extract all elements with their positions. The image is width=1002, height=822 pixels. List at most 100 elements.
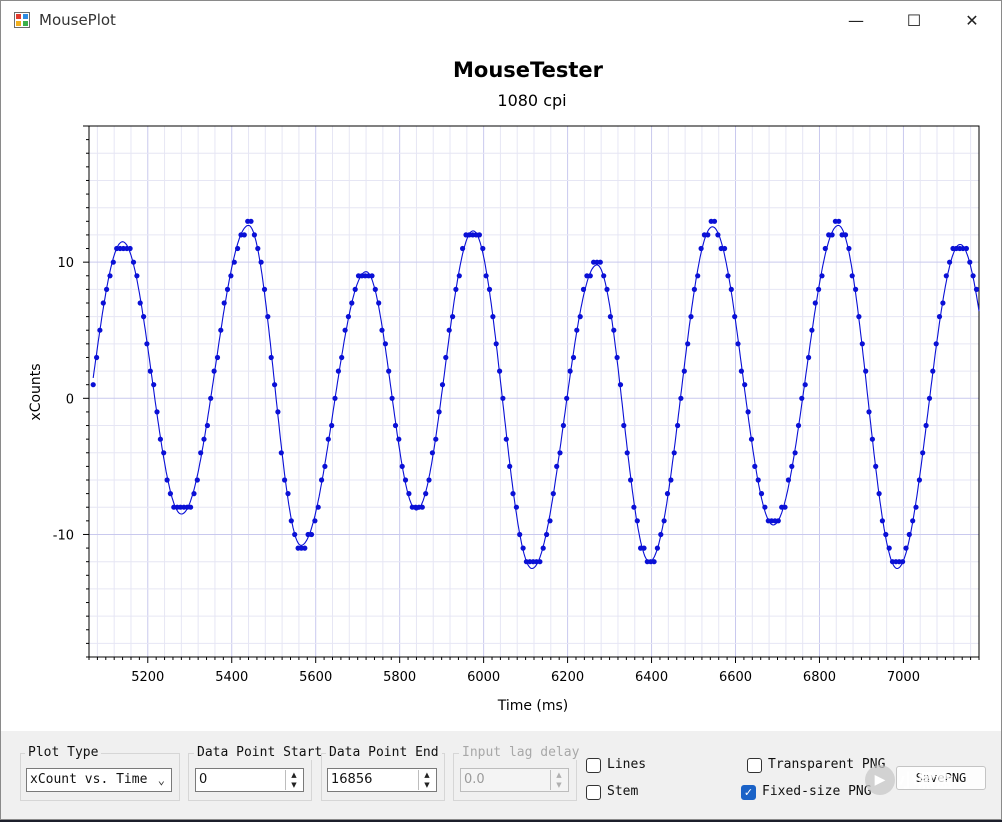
checkmark-icon: ✓: [743, 786, 754, 799]
data-point: [775, 518, 781, 524]
data-point: [873, 463, 879, 469]
data-point: [204, 422, 210, 429]
data-point: [879, 518, 886, 524]
data-point: [742, 382, 748, 388]
close-button[interactable]: ✕: [943, 1, 1001, 39]
fit-curve: [92, 224, 980, 570]
data-point: [161, 450, 167, 456]
y-axis-label: xCounts: [28, 363, 44, 420]
y-tick-label: -10: [53, 528, 74, 543]
spin-up-icon[interactable]: ▲: [424, 771, 430, 779]
data-point: [497, 368, 503, 374]
spin-up-icon[interactable]: ▲: [291, 771, 297, 779]
data-point: [936, 314, 943, 320]
spin-down-icon[interactable]: ▼: [424, 781, 430, 789]
data-point: [856, 314, 862, 320]
data-point: [450, 314, 456, 320]
data-point: [671, 450, 677, 456]
lines-checkbox[interactable]: [586, 758, 601, 773]
data-point: [634, 518, 640, 524]
close-icon: ✕: [965, 10, 979, 30]
data-point: [157, 436, 163, 442]
data-point: [943, 273, 949, 279]
data-end-label: Data Point End: [326, 745, 442, 760]
data-point: [624, 450, 630, 456]
data-point: [107, 273, 113, 279]
data-point: [520, 545, 526, 551]
data-point: [251, 232, 257, 238]
x-axis-label: Time (ms): [497, 698, 569, 714]
stem-label[interactable]: Stem: [607, 784, 639, 799]
data-point: [782, 504, 788, 510]
watermark-text: 小黑盒: [899, 771, 953, 792]
save-png-button[interactable]: SavePNG: [896, 766, 986, 790]
data-point: [597, 259, 603, 265]
data-point: [141, 314, 147, 320]
data-point: [967, 259, 973, 265]
watermark-logo-icon: ▶: [865, 765, 895, 795]
maximize-icon: ☐: [906, 10, 922, 30]
plot-type-value: xCount vs. Time: [30, 772, 148, 787]
input-lag-field: 0.0 ▲ ▼: [460, 768, 569, 792]
data-point: [842, 232, 849, 238]
fixed-size-png-checkbox[interactable]: ✓: [741, 785, 756, 800]
data-point: [654, 545, 661, 551]
data-point: [802, 382, 808, 388]
data-point: [883, 531, 889, 538]
fixed-size-png-label[interactable]: Fixed-size PNG: [762, 784, 872, 799]
data-point: [134, 273, 140, 279]
data-point: [544, 531, 550, 538]
data-point: [675, 422, 681, 429]
data-end-field[interactable]: 16856 ▲ ▼: [327, 768, 437, 792]
data-start-field[interactable]: 0 ▲ ▼: [195, 768, 304, 792]
data-point: [439, 382, 446, 388]
x-tick-label: 6600: [719, 670, 752, 685]
data-point: [752, 463, 758, 469]
data-point: [806, 354, 812, 361]
data-point: [379, 327, 385, 333]
data-point: [866, 409, 872, 415]
plot-type-select[interactable]: xCount vs. Time ⌄: [26, 768, 172, 792]
data-point: [510, 491, 516, 497]
data-point: [211, 368, 217, 374]
xcount-time-chart[interactable]: MouseTester 1080 cpi 5200 5400 5600 5800 600…: [1, 39, 1002, 731]
data-point: [567, 368, 573, 374]
transparent-png-checkbox[interactable]: [747, 758, 762, 773]
data-point: [537, 559, 543, 565]
spin-down-icon[interactable]: ▼: [291, 781, 297, 789]
data-point: [849, 273, 855, 279]
data-point: [154, 409, 160, 415]
data-point: [853, 286, 859, 292]
watermark: ▶ 小黑盒: [865, 760, 975, 800]
input-lag-label: Input lag delay: [459, 745, 583, 760]
data-point: [611, 327, 617, 333]
plot-area[interactable]: MouseTester 1080 cpi 5200 5400 5600 5800 600…: [1, 39, 1002, 731]
data-point: [886, 545, 892, 551]
controls-panel: Plot Type xCount vs. Time ⌄ Data Point S…: [1, 731, 1001, 819]
title-bar[interactable]: MousePlot — ☐ ✕: [1, 1, 1001, 39]
minimize-button[interactable]: —: [827, 1, 885, 39]
data-point: [329, 422, 335, 429]
data-point: [144, 341, 150, 347]
chevron-down-icon: ⌄: [157, 773, 165, 787]
data-point: [587, 273, 593, 279]
data-point: [167, 491, 173, 497]
data-point: [285, 491, 291, 497]
plot-type-label: Plot Type: [25, 745, 102, 760]
data-end-value: 16856: [331, 772, 373, 787]
data-point: [130, 259, 137, 265]
lines-label[interactable]: Lines: [607, 757, 647, 772]
data-start-spinner[interactable]: ▲ ▼: [285, 770, 302, 790]
data-point: [755, 477, 761, 483]
transparent-png-label[interactable]: Transparent PNG: [768, 757, 886, 772]
maximize-button[interactable]: ☐: [885, 1, 943, 39]
app-icon: [14, 12, 30, 28]
data-point: [386, 368, 392, 374]
data-point: [218, 327, 224, 333]
stem-checkbox[interactable]: [586, 785, 601, 800]
data-point: [795, 422, 802, 429]
data-point: [963, 245, 970, 252]
data-point: [231, 259, 237, 265]
data-point: [376, 300, 382, 306]
data-end-spinner[interactable]: ▲ ▼: [418, 770, 435, 790]
